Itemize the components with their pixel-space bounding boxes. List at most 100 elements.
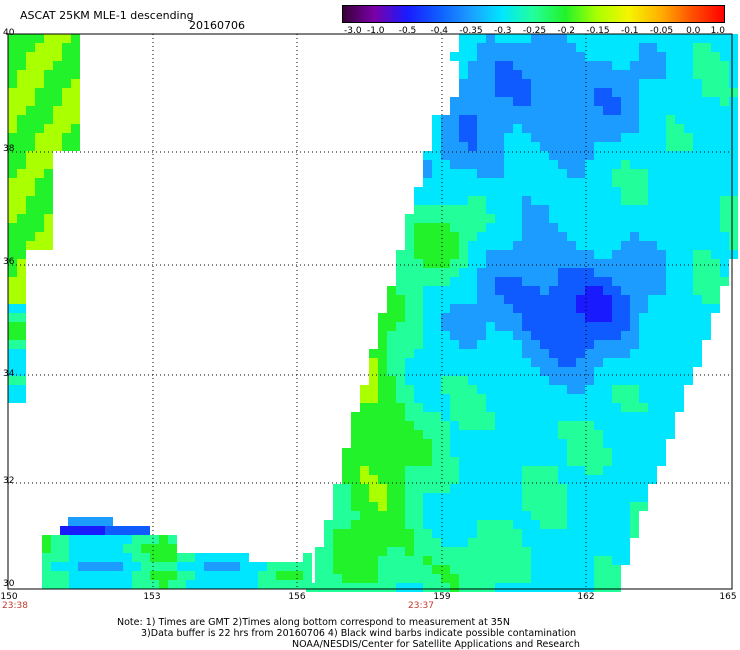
wind-cell: [639, 322, 648, 331]
wind-cell: [540, 403, 549, 412]
wind-cell: [62, 43, 71, 52]
wind-cell: [549, 142, 558, 151]
wind-cell: [423, 232, 432, 241]
wind-cell: [423, 358, 432, 367]
wind-cell: [630, 268, 639, 277]
wind-cell: [594, 277, 603, 286]
wind-cell: [693, 196, 702, 205]
wind-cell: [150, 562, 159, 571]
wind-cell: [504, 331, 513, 340]
wind-cell: [675, 88, 684, 97]
wind-cell: [630, 511, 639, 520]
wind-cell: [567, 106, 576, 115]
wind-cell: [720, 124, 729, 133]
wind-cell: [594, 232, 603, 241]
wind-cell: [522, 520, 531, 529]
wind-cell: [477, 511, 486, 520]
wind-cell: [450, 583, 459, 592]
wind-cell: [639, 34, 648, 43]
wind-cell: [396, 556, 405, 565]
wind-cell: [639, 340, 648, 349]
wind-cell: [71, 79, 80, 88]
wind-cell: [504, 349, 513, 358]
wind-cell: [522, 277, 531, 286]
wind-cell: [26, 124, 35, 133]
wind-cell: [26, 70, 35, 79]
wind-cell: [495, 520, 504, 529]
wind-cell: [513, 565, 522, 574]
wind-cell: [603, 565, 612, 574]
wind-cell: [17, 331, 26, 340]
wind-cell: [17, 295, 26, 304]
wind-cell: [495, 151, 504, 160]
wind-cell: [648, 475, 657, 484]
wind-cell: [711, 61, 720, 70]
wind-cell: [585, 412, 594, 421]
wind-cell: [540, 295, 549, 304]
wind-cell: [648, 349, 657, 358]
wind-cell: [513, 232, 522, 241]
wind-cell: [423, 502, 432, 511]
wind-cell: [8, 304, 17, 313]
wind-cell: [96, 526, 105, 535]
wind-cell: [522, 142, 531, 151]
wind-cell: [612, 448, 621, 457]
wind-cell: [450, 241, 459, 250]
wind-cell: [62, 88, 71, 97]
wind-cell: [294, 580, 303, 589]
colorbar-tick: -0.5: [398, 26, 417, 36]
wind-cell: [486, 286, 495, 295]
wind-cell: [105, 571, 114, 580]
wind-cell: [639, 268, 648, 277]
wind-cell: [477, 232, 486, 241]
wind-cell: [522, 250, 531, 259]
wind-cell: [360, 394, 369, 403]
wind-cell: [468, 124, 477, 133]
wind-cell: [432, 358, 441, 367]
wind-cell: [576, 502, 585, 511]
wind-cell: [342, 547, 351, 556]
colorbar-tick: -0.05: [649, 26, 674, 36]
wind-cell: [378, 547, 387, 556]
wind-cell: [342, 457, 351, 466]
wind-cell: [441, 376, 450, 385]
wind-cell: [540, 322, 549, 331]
wind-cell: [450, 178, 459, 187]
wind-cell: [360, 475, 369, 484]
wind-cell: [693, 295, 702, 304]
wind-cell: [558, 457, 567, 466]
wind-cell: [441, 574, 450, 583]
wind-cell: [360, 565, 369, 574]
wind-cell: [684, 241, 693, 250]
wind-cell: [53, 142, 62, 151]
wind-cell: [44, 223, 53, 232]
wind-cell: [35, 223, 44, 232]
wind-cell: [477, 331, 486, 340]
wind-cell: [423, 286, 432, 295]
wind-cell: [549, 556, 558, 565]
wind-cell: [423, 268, 432, 277]
wind-cell: [342, 484, 351, 493]
wind-cell: [576, 565, 585, 574]
wind-cell: [495, 88, 504, 97]
wind-cell: [720, 79, 729, 88]
wind-cell: [666, 79, 675, 88]
wind-cell: [531, 547, 540, 556]
wind-cell: [17, 277, 26, 286]
wind-cell: [630, 313, 639, 322]
wind-cell: [531, 169, 540, 178]
wind-cell: [675, 232, 684, 241]
wind-cell: [441, 547, 450, 556]
wind-cell: [333, 529, 342, 538]
wind-cell: [477, 520, 486, 529]
wind-cell: [168, 580, 177, 589]
wind-cell: [684, 376, 693, 385]
wind-cell: [594, 493, 603, 502]
wind-cell: [504, 133, 513, 142]
wind-cell: [396, 448, 405, 457]
wind-cell: [378, 493, 387, 502]
wind-cell: [630, 196, 639, 205]
wind-cell: [585, 466, 594, 475]
wind-cell: [657, 295, 666, 304]
wind-cell: [26, 223, 35, 232]
